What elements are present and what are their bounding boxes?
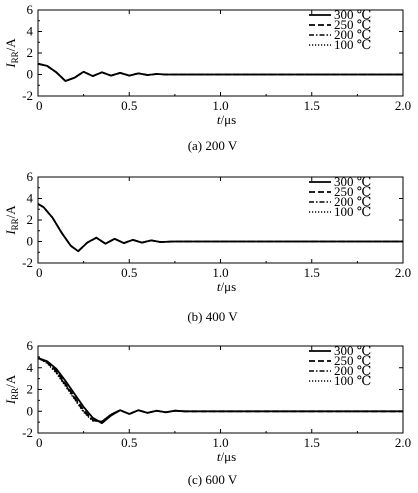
y-tick-label: 0	[27, 234, 34, 249]
x-tick-label: 0.5	[121, 265, 137, 280]
series-line-3	[37, 63, 403, 82]
x-tick-label: 2.0	[395, 435, 411, 450]
y-axis-unit: /A	[3, 205, 18, 219]
y-tick-label: 4	[27, 360, 34, 375]
y-axis-label: IRR/A	[3, 205, 20, 236]
y-tick-label: 2	[27, 382, 34, 397]
y-tick-label: -2	[22, 88, 33, 103]
y-axis-var: I	[3, 63, 18, 69]
legend-label-1: 300 ℃	[334, 7, 371, 22]
y-axis-var: I	[3, 230, 18, 236]
x-tick-label: 1.0	[212, 98, 228, 113]
x-tick-label: 1.5	[304, 435, 320, 450]
legend-label-4: 100 ℃	[334, 37, 371, 52]
x-axis-unit: /μs	[220, 279, 236, 294]
y-axis-label: IRR/A	[3, 374, 20, 405]
y-axis-unit: /A	[3, 374, 18, 388]
series-line-1	[37, 62, 403, 82]
y-axis-subscript: RR	[10, 218, 20, 230]
x-axis-var: t	[217, 279, 221, 294]
legend-label-1: 300 ℃	[334, 174, 371, 189]
x-tick-label: 1.0	[212, 265, 228, 280]
x-tick-label: 0	[36, 265, 43, 280]
x-tick-label: 1.5	[304, 265, 320, 280]
panel-caption: (a) 200 V	[188, 138, 238, 153]
series-line-4	[37, 357, 403, 422]
y-axis-unit: /A	[3, 38, 18, 52]
x-tick-label: 0.5	[121, 98, 137, 113]
x-axis-var: t	[217, 449, 221, 464]
y-tick-label: 6	[27, 2, 34, 17]
y-tick-label: 6	[27, 338, 34, 353]
x-tick-label: 0	[36, 98, 43, 113]
y-tick-label: 0	[27, 403, 34, 418]
x-tick-label: 1.0	[212, 435, 228, 450]
x-axis-unit: /μs	[220, 112, 236, 127]
legend-label-3: 200 ℃	[334, 363, 371, 378]
y-tick-label: 6	[27, 169, 34, 184]
x-axis-label: t/μs	[217, 279, 236, 294]
y-axis-label: IRR/A	[3, 38, 20, 69]
y-axis-subscript: RR	[10, 388, 20, 400]
legend-label-3: 200 ℃	[334, 194, 371, 209]
y-tick-label: -2	[22, 425, 33, 440]
series-line-4	[37, 63, 403, 82]
legend-label-2: 250 ℃	[334, 17, 371, 32]
x-tick-label: 0	[36, 435, 43, 450]
x-tick-label: 0.5	[121, 435, 137, 450]
legend-label-4: 100 ℃	[334, 373, 371, 388]
y-tick-label: 2	[27, 45, 34, 60]
x-axis-label: t/μs	[217, 112, 236, 127]
legend-label-2: 250 ℃	[334, 184, 371, 199]
legend-label-4: 100 ℃	[334, 204, 371, 219]
y-axis-var: I	[3, 399, 18, 405]
y-tick-label: 4	[27, 191, 34, 206]
y-tick-label: -2	[22, 255, 33, 270]
x-axis-label: t/μs	[217, 449, 236, 464]
x-axis-var: t	[217, 112, 221, 127]
y-axis-subscript: RR	[10, 51, 20, 63]
series-line-2	[37, 62, 403, 82]
legend-label-1: 300 ℃	[334, 343, 371, 358]
x-axis-unit: /μs	[220, 449, 236, 464]
legend-label-2: 250 ℃	[334, 353, 371, 368]
legend-label-3: 200 ℃	[334, 27, 371, 42]
series-line-3	[37, 203, 403, 252]
panel-caption: (c) 600 V	[188, 472, 238, 487]
panel-caption: (b) 400 V	[187, 309, 238, 324]
x-tick-label: 2.0	[395, 265, 411, 280]
x-tick-label: 1.5	[304, 98, 320, 113]
y-tick-label: 4	[27, 24, 34, 39]
x-tick-label: 2.0	[395, 98, 411, 113]
y-tick-label: 2	[27, 212, 34, 227]
y-tick-label: 0	[27, 67, 34, 82]
